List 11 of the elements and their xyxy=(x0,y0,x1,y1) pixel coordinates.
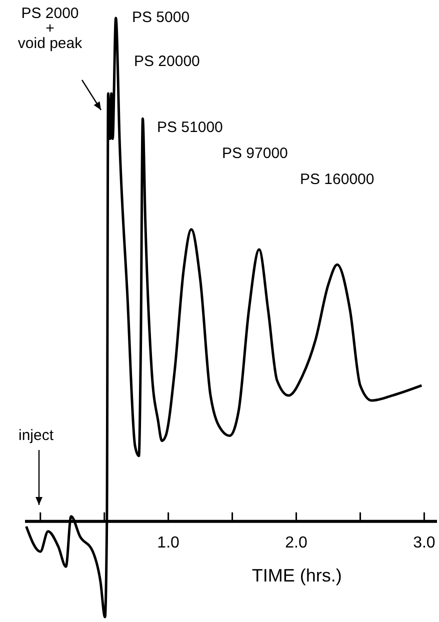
annotation: PS 160000 xyxy=(300,171,374,188)
annotation: PS 5000 xyxy=(132,9,190,26)
annotation: PS 51000 xyxy=(157,119,223,136)
annotation: PS 97000 xyxy=(222,145,288,162)
x-tick-label: 1.0 xyxy=(157,534,180,552)
annotation: PS 2000 + void peak xyxy=(18,5,83,52)
x-axis-title: TIME (hrs.) xyxy=(252,565,342,586)
x-tick-label: 3.0 xyxy=(413,534,436,552)
annotation: PS 20000 xyxy=(134,53,200,70)
annotation: inject xyxy=(18,427,54,444)
x-tick-label: 2.0 xyxy=(285,534,308,552)
